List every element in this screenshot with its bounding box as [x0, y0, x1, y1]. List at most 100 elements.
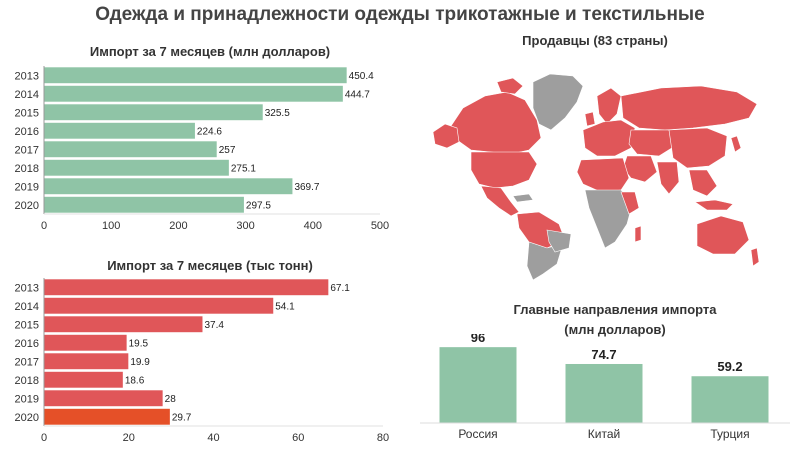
- chart1-x-tick-200: 200: [169, 220, 187, 232]
- map-region-caribbean: [512, 193, 534, 203]
- chart2-category-label-2015: 2015: [15, 319, 39, 331]
- map-region-greenland: [532, 73, 584, 131]
- chart3-bar-0: [439, 347, 517, 423]
- page-title: Одежда и принадлежности одежды трикотажн…: [95, 4, 705, 25]
- chart2-title: Импорт за 7 месяцев (тыс тонн): [107, 258, 313, 273]
- chart1-bar-2018: [44, 159, 229, 176]
- chart2-category-label-2016: 2016: [15, 338, 39, 350]
- map-region-new-zealand: [750, 247, 760, 267]
- chart1-bar-2020: [44, 196, 244, 213]
- chart2-value-label-2018: 18.6: [125, 375, 145, 386]
- chart1-usd-import: 450.4 2013 444.7 2014 325.5 2015 224.6 2016 257 2…: [15, 66, 389, 232]
- chart3-title-line2: (млн долларов): [564, 322, 666, 337]
- chart1-x-tick-100: 100: [102, 220, 120, 232]
- chart2-category-label-2018: 2018: [15, 375, 39, 387]
- chart3-bar-1: [565, 363, 643, 423]
- chart2-category-label-2013: 2013: [15, 282, 39, 294]
- chart1-value-label-2020: 297.5: [246, 200, 271, 211]
- chart1-value-label-2015: 325.5: [265, 108, 290, 119]
- chart3-destinations: 96 Россия 74.7 Китай 59.2 Турция: [420, 334, 790, 441]
- chart2-bar-2020: [44, 408, 170, 425]
- chart2-value-label-2015: 37.4: [204, 320, 224, 331]
- map-region-mexico: [480, 185, 520, 217]
- map-region-southeast-asia: [688, 169, 718, 197]
- chart1-bar-2015: [44, 104, 263, 121]
- chart1-category-label-2015: 2015: [15, 107, 39, 119]
- chart2-bar-2018: [44, 371, 123, 388]
- map-region-indonesia: [694, 199, 734, 211]
- chart2-bar-2015: [44, 316, 203, 333]
- chart2-tons-import: 67.1 2013 54.1 2014 37.4 2015 19.5 2016 19.9 2017…: [15, 278, 389, 444]
- chart1-x-tick-300: 300: [236, 220, 254, 232]
- map-region-central-asia: [628, 129, 676, 157]
- chart1-category-label-2017: 2017: [15, 144, 39, 156]
- chart2-x-tick-40: 40: [207, 432, 219, 444]
- chart1-bar-2016: [44, 122, 195, 139]
- chart1-x-tick-400: 400: [304, 220, 322, 232]
- chart2-bar-2019: [44, 390, 163, 407]
- chart2-value-label-2017: 19.9: [130, 357, 150, 368]
- chart2-category-label-2017: 2017: [15, 356, 39, 368]
- chart1-x-tick-500: 500: [371, 220, 389, 232]
- chart1-value-label-2013: 450.4: [349, 71, 374, 82]
- map-region-madagascar: [634, 225, 642, 243]
- chart1-title: Импорт за 7 месяцев (млн долларов): [89, 44, 331, 59]
- chart2-category-label-2019: 2019: [15, 393, 39, 405]
- chart2-bar-2017: [44, 353, 129, 370]
- chart3-title-line1: Главные направления импорта: [513, 302, 717, 317]
- chart2-value-label-2019: 28: [165, 394, 177, 405]
- chart1-category-label-2018: 2018: [15, 163, 39, 175]
- chart3-value-label-0: 96: [471, 334, 485, 345]
- chart3-value-label-2: 59.2: [717, 359, 742, 374]
- chart3-value-label-1: 74.7: [591, 347, 616, 362]
- chart2-category-label-2020: 2020: [15, 412, 39, 424]
- chart1-value-label-2016: 224.6: [197, 126, 222, 137]
- chart2-bar-2016: [44, 334, 127, 351]
- map-region-north-africa: [576, 157, 630, 193]
- chart2-x-tick-60: 60: [292, 432, 304, 444]
- chart1-value-label-2014: 444.7: [345, 89, 370, 100]
- chart2-category-label-2014: 2014: [15, 301, 39, 313]
- chart1-category-label-2020: 2020: [15, 200, 39, 212]
- chart2-x-tick-20: 20: [123, 432, 135, 444]
- chart1-value-label-2017: 257: [219, 145, 236, 156]
- map-region-scandinavia: [596, 87, 622, 125]
- chart2-x-tick-80: 80: [377, 432, 389, 444]
- chart1-bar-2013: [44, 67, 347, 84]
- map-region-europe: [582, 119, 636, 157]
- world-map: [432, 73, 760, 281]
- chart1-category-label-2016: 2016: [15, 126, 39, 138]
- map-region-china: [668, 127, 728, 169]
- chart2-bar-2013: [44, 279, 329, 296]
- chart3-title: Главные направления импорта (млн долларо…: [440, 300, 790, 340]
- chart2-value-label-2014: 54.1: [275, 301, 295, 312]
- chart2-value-label-2016: 19.5: [129, 338, 149, 349]
- chart1-bar-2019: [44, 178, 293, 195]
- map-title: Продавцы (83 страны): [522, 33, 668, 48]
- chart3-category-label-0: Россия: [458, 427, 497, 441]
- map-region-japan: [730, 135, 742, 153]
- chart1-value-label-2019: 369.7: [294, 182, 319, 193]
- chart3-category-label-2: Турция: [710, 427, 749, 441]
- chart3-category-label-1: Китай: [588, 427, 620, 441]
- chart3-bar-2: [691, 376, 769, 423]
- map-region-east-africa: [620, 191, 640, 215]
- map-region-russia: [620, 85, 758, 131]
- map-region-australia: [696, 215, 750, 255]
- chart1-category-label-2014: 2014: [15, 89, 39, 101]
- map-region-arctic-islands: [496, 77, 524, 95]
- chart2-bar-2014: [44, 297, 274, 314]
- chart1-category-label-2019: 2019: [15, 181, 39, 193]
- map-region-usa: [470, 151, 538, 189]
- chart1-category-label-2013: 2013: [15, 70, 39, 82]
- map-region-brazil: [546, 229, 572, 253]
- map-region-alaska: [432, 123, 460, 149]
- chart1-x-tick-0: 0: [41, 220, 47, 232]
- map-region-canada: [450, 91, 542, 155]
- chart2-value-label-2013: 67.1: [330, 283, 350, 294]
- chart2-value-label-2020: 29.7: [172, 412, 192, 423]
- map-region-south-america-south: [526, 241, 564, 281]
- map-region-uk: [584, 111, 596, 127]
- chart1-value-label-2018: 275.1: [231, 163, 256, 174]
- chart1-bar-2017: [44, 141, 217, 158]
